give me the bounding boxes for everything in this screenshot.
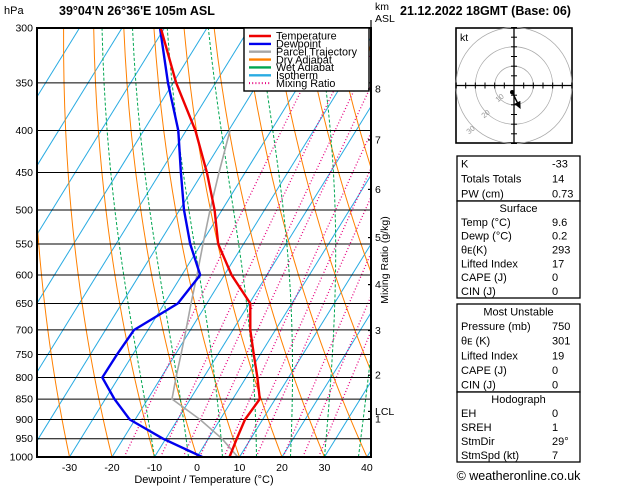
svg-text:39°04'N 26°36'E 105m ASL: 39°04'N 26°36'E 105m ASL xyxy=(59,4,215,18)
svg-text:900: 900 xyxy=(15,414,33,426)
svg-text:θᴇ (K): θᴇ (K) xyxy=(461,336,490,348)
svg-text:© weatheronline.co.uk: © weatheronline.co.uk xyxy=(457,469,582,483)
svg-text:-20: -20 xyxy=(104,462,119,474)
svg-text:Dewpoint / Temperature (°C): Dewpoint / Temperature (°C) xyxy=(134,474,273,486)
svg-text:Pressure (mb): Pressure (mb) xyxy=(461,321,531,333)
svg-text:800: 800 xyxy=(15,372,33,384)
svg-text:500: 500 xyxy=(15,205,33,217)
svg-text:Hodograph: Hodograph xyxy=(491,394,545,406)
svg-text:PW (cm): PW (cm) xyxy=(461,189,504,201)
svg-text:StmSpd (kt): StmSpd (kt) xyxy=(461,450,519,462)
svg-text:1000: 1000 xyxy=(10,452,34,464)
svg-text:20: 20 xyxy=(276,462,288,474)
svg-text:750: 750 xyxy=(552,321,570,333)
svg-text:K: K xyxy=(461,159,469,171)
svg-text:km: km xyxy=(375,1,389,13)
svg-text:0: 0 xyxy=(194,462,200,474)
svg-text:600: 600 xyxy=(15,270,33,282)
svg-text:SREH: SREH xyxy=(461,422,492,434)
svg-text:0: 0 xyxy=(552,408,558,420)
svg-text:CAPE (J): CAPE (J) xyxy=(461,365,507,377)
svg-text:301: 301 xyxy=(552,336,570,348)
svg-text:LCL: LCL xyxy=(375,406,394,418)
svg-text:650: 650 xyxy=(15,298,33,310)
svg-text:StmDir: StmDir xyxy=(461,436,495,448)
svg-text:19: 19 xyxy=(552,350,564,362)
svg-text:0.73: 0.73 xyxy=(552,189,573,201)
svg-text:0.2: 0.2 xyxy=(552,231,567,243)
svg-text:10: 10 xyxy=(234,462,246,474)
svg-text:29°: 29° xyxy=(552,436,569,448)
svg-text:CIN (J): CIN (J) xyxy=(461,380,496,392)
svg-text:293: 293 xyxy=(552,245,570,257)
svg-text:950: 950 xyxy=(15,433,33,445)
svg-text:750: 750 xyxy=(15,349,33,361)
svg-text:550: 550 xyxy=(15,239,33,251)
svg-text:0: 0 xyxy=(552,286,558,298)
svg-text:Mixing Ratio (g/kg): Mixing Ratio (g/kg) xyxy=(379,216,391,304)
svg-text:3: 3 xyxy=(375,325,381,337)
svg-text:kt: kt xyxy=(460,32,468,44)
svg-text:Temp (°C): Temp (°C) xyxy=(461,217,511,229)
svg-text:0: 0 xyxy=(552,365,558,377)
svg-text:450: 450 xyxy=(15,167,33,179)
svg-text:7: 7 xyxy=(552,450,558,462)
svg-text:Mixing Ratio: Mixing Ratio xyxy=(276,78,335,90)
svg-text:Most Unstable: Most Unstable xyxy=(483,306,553,318)
svg-text:Totals Totals: Totals Totals xyxy=(461,174,522,186)
svg-text:21.12.2022 18GMT (Base: 06): 21.12.2022 18GMT (Base: 06) xyxy=(400,4,571,18)
svg-text:ASL: ASL xyxy=(375,13,395,25)
svg-text:17: 17 xyxy=(552,258,564,270)
svg-text:300: 300 xyxy=(15,23,33,35)
svg-text:θᴇ(K): θᴇ(K) xyxy=(461,245,487,257)
svg-text:40: 40 xyxy=(361,462,373,474)
svg-text:0: 0 xyxy=(552,272,558,284)
svg-text:Lifted Index: Lifted Index xyxy=(461,350,518,362)
svg-text:8: 8 xyxy=(375,84,381,96)
svg-text:30: 30 xyxy=(319,462,331,474)
svg-text:9.6: 9.6 xyxy=(552,217,567,229)
svg-text:CIN (J): CIN (J) xyxy=(461,286,496,298)
svg-text:-30: -30 xyxy=(62,462,77,474)
svg-text:-33: -33 xyxy=(552,159,568,171)
svg-text:hPa: hPa xyxy=(4,5,24,17)
svg-text:400: 400 xyxy=(15,125,33,137)
svg-text:0: 0 xyxy=(552,380,558,392)
svg-text:700: 700 xyxy=(15,324,33,336)
svg-text:850: 850 xyxy=(15,394,33,406)
svg-text:Lifted Index: Lifted Index xyxy=(461,258,518,270)
svg-text:Dewp (°C): Dewp (°C) xyxy=(461,231,512,243)
svg-text:1: 1 xyxy=(552,422,558,434)
svg-text:14: 14 xyxy=(552,174,564,186)
svg-text:CAPE (J): CAPE (J) xyxy=(461,272,507,284)
svg-text:Surface: Surface xyxy=(500,203,538,215)
svg-text:350: 350 xyxy=(15,77,33,89)
svg-text:7: 7 xyxy=(375,134,381,146)
svg-text:-10: -10 xyxy=(147,462,162,474)
svg-text:6: 6 xyxy=(375,184,381,196)
svg-text:EH: EH xyxy=(461,408,476,420)
svg-text:2: 2 xyxy=(375,370,381,382)
